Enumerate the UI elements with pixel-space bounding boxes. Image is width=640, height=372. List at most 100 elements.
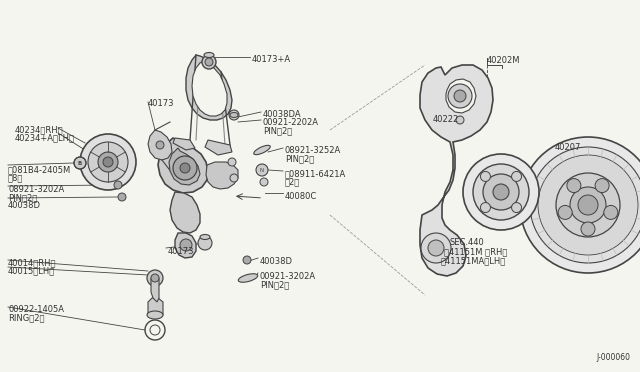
- Circle shape: [511, 171, 522, 182]
- Text: Ⓝ081B4-2405M: Ⓝ081B4-2405M: [8, 165, 71, 174]
- Circle shape: [456, 116, 464, 124]
- Polygon shape: [173, 138, 195, 150]
- Text: 40038D: 40038D: [260, 257, 293, 266]
- Polygon shape: [205, 140, 232, 155]
- Circle shape: [463, 154, 539, 230]
- Circle shape: [567, 179, 581, 193]
- Circle shape: [229, 110, 239, 120]
- Circle shape: [202, 55, 216, 69]
- Text: 40222: 40222: [433, 115, 460, 124]
- Circle shape: [230, 174, 238, 182]
- Text: 40173: 40173: [168, 247, 195, 256]
- Text: B: B: [78, 160, 82, 166]
- Text: 40173+A: 40173+A: [252, 55, 291, 64]
- Text: 40173: 40173: [148, 99, 175, 108]
- Circle shape: [473, 164, 529, 220]
- Circle shape: [114, 181, 122, 189]
- Text: 40038D: 40038D: [8, 201, 41, 210]
- Polygon shape: [151, 278, 159, 302]
- Circle shape: [173, 156, 197, 180]
- Circle shape: [581, 222, 595, 236]
- Polygon shape: [206, 162, 238, 189]
- Polygon shape: [192, 61, 227, 116]
- Circle shape: [493, 184, 509, 200]
- Circle shape: [556, 173, 620, 237]
- Circle shape: [205, 58, 213, 66]
- Ellipse shape: [238, 274, 258, 282]
- Circle shape: [198, 236, 212, 250]
- Circle shape: [538, 155, 638, 255]
- Polygon shape: [148, 298, 163, 315]
- Circle shape: [228, 158, 236, 166]
- Text: 40202M: 40202M: [487, 56, 520, 65]
- Text: 08921-3202A: 08921-3202A: [8, 185, 64, 194]
- Circle shape: [481, 171, 490, 182]
- Circle shape: [180, 163, 190, 173]
- Circle shape: [558, 205, 572, 219]
- Polygon shape: [446, 79, 476, 113]
- Text: PIN㈨2㈩: PIN㈨2㈩: [285, 154, 314, 163]
- Text: J-000060: J-000060: [596, 353, 630, 362]
- Circle shape: [103, 157, 113, 167]
- Circle shape: [448, 84, 472, 108]
- Polygon shape: [420, 65, 493, 276]
- Ellipse shape: [253, 145, 270, 155]
- Ellipse shape: [200, 234, 210, 240]
- Circle shape: [74, 157, 86, 169]
- Circle shape: [428, 240, 444, 256]
- Circle shape: [578, 195, 598, 215]
- Polygon shape: [186, 55, 232, 120]
- Circle shape: [520, 137, 640, 273]
- Text: Ⓝ08911-6421A: Ⓝ08911-6421A: [285, 169, 346, 178]
- Text: RING㈨2㈩: RING㈨2㈩: [8, 313, 45, 322]
- Text: 40015〈LH〉: 40015〈LH〉: [8, 266, 55, 275]
- Circle shape: [88, 142, 128, 182]
- Text: SEC.440: SEC.440: [450, 238, 484, 247]
- Circle shape: [530, 147, 640, 263]
- Circle shape: [595, 179, 609, 193]
- Circle shape: [454, 90, 466, 102]
- Text: PIN㈨2㈩: PIN㈨2㈩: [260, 280, 289, 289]
- Polygon shape: [158, 138, 208, 193]
- Text: PIN㈨2㈩: PIN㈨2㈩: [8, 193, 37, 202]
- Text: 40014〈RH〉: 40014〈RH〉: [8, 258, 56, 267]
- Circle shape: [243, 256, 251, 264]
- Text: ㈈41151M 〈RH〉: ㈈41151M 〈RH〉: [444, 247, 508, 256]
- Polygon shape: [169, 148, 200, 185]
- Circle shape: [604, 205, 618, 219]
- Text: 40234+A〈LH〉: 40234+A〈LH〉: [15, 133, 75, 142]
- Polygon shape: [175, 233, 196, 258]
- Text: 00922-1405A: 00922-1405A: [8, 305, 64, 314]
- Text: N: N: [260, 167, 264, 173]
- Text: ㈈41151MA〈LH〉: ㈈41151MA〈LH〉: [441, 256, 506, 265]
- Text: 40234〈RH〉: 40234〈RH〉: [15, 125, 63, 134]
- Circle shape: [80, 134, 136, 190]
- Text: 40080C: 40080C: [285, 192, 317, 201]
- Text: 00921-3202A: 00921-3202A: [260, 272, 316, 281]
- Ellipse shape: [230, 112, 238, 118]
- Ellipse shape: [204, 52, 214, 58]
- Circle shape: [481, 203, 490, 212]
- Circle shape: [483, 174, 519, 210]
- Circle shape: [421, 233, 451, 263]
- Text: 08921-3252A: 08921-3252A: [285, 146, 341, 155]
- Circle shape: [118, 193, 126, 201]
- Circle shape: [151, 274, 159, 282]
- Circle shape: [147, 270, 163, 286]
- Circle shape: [98, 152, 118, 172]
- Text: 40038DA: 40038DA: [263, 110, 301, 119]
- Text: 00921-2202A: 00921-2202A: [263, 118, 319, 127]
- Circle shape: [511, 203, 522, 212]
- Circle shape: [180, 239, 192, 251]
- Polygon shape: [170, 192, 200, 233]
- Text: PIN㈨2㈩: PIN㈨2㈩: [263, 126, 292, 135]
- Circle shape: [156, 141, 164, 149]
- Polygon shape: [148, 130, 172, 160]
- Circle shape: [260, 178, 268, 186]
- Circle shape: [256, 164, 268, 176]
- Text: ㈨8㈩: ㈨8㈩: [8, 173, 24, 182]
- Text: ㈨2㈩: ㈨2㈩: [285, 177, 300, 186]
- Text: 40207: 40207: [555, 143, 581, 152]
- Ellipse shape: [147, 311, 163, 319]
- Circle shape: [570, 187, 606, 223]
